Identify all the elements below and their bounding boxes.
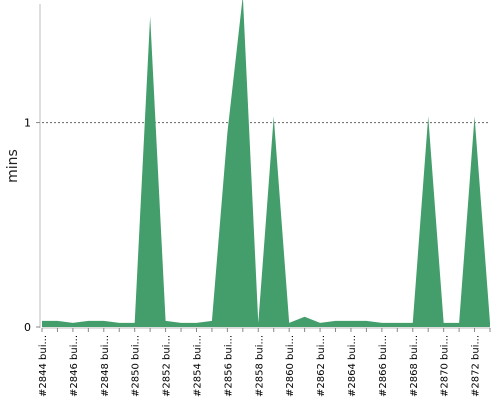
x-tick-label-1: #2846 bui... bbox=[69, 335, 80, 397]
label-layer: 0 1 #2844 bui... #2846 bui... #2848 bui... #2… bbox=[5, 117, 482, 397]
x-tick-label-3: #2850 bui... bbox=[131, 335, 142, 397]
axis-layer bbox=[36, 4, 491, 332]
x-tick-label-4: #2852 bui... bbox=[162, 335, 173, 397]
x-tick-label-10: #2864 bui... bbox=[347, 335, 358, 397]
x-tick-label-0: #2844 bui... bbox=[38, 335, 49, 397]
x-tick-label-12: #2868 bui... bbox=[409, 335, 420, 397]
x-tick-label-11: #2866 bui... bbox=[378, 335, 389, 397]
x-tick-label-5: #2854 bui... bbox=[192, 335, 203, 397]
x-tick-label-6: #2856 bui... bbox=[223, 335, 234, 397]
x-tick-label-2: #2848 bui... bbox=[100, 335, 111, 397]
x-tick-label-7: #2858 bui... bbox=[254, 335, 265, 397]
x-tick-label-9: #2862 bui... bbox=[316, 335, 327, 397]
series-area-0 bbox=[42, 0, 490, 327]
x-tick-label-14: #2872 bui... bbox=[471, 335, 482, 397]
x-tick-label-13: #2870 bui... bbox=[440, 335, 451, 397]
x-tick-label-8: #2860 bui... bbox=[285, 335, 296, 397]
y-axis-title: mins bbox=[5, 149, 21, 183]
y-tick-label-1: 1 bbox=[24, 117, 31, 130]
series-layer bbox=[42, 0, 490, 327]
y-tick-label-0: 0 bbox=[24, 321, 31, 334]
